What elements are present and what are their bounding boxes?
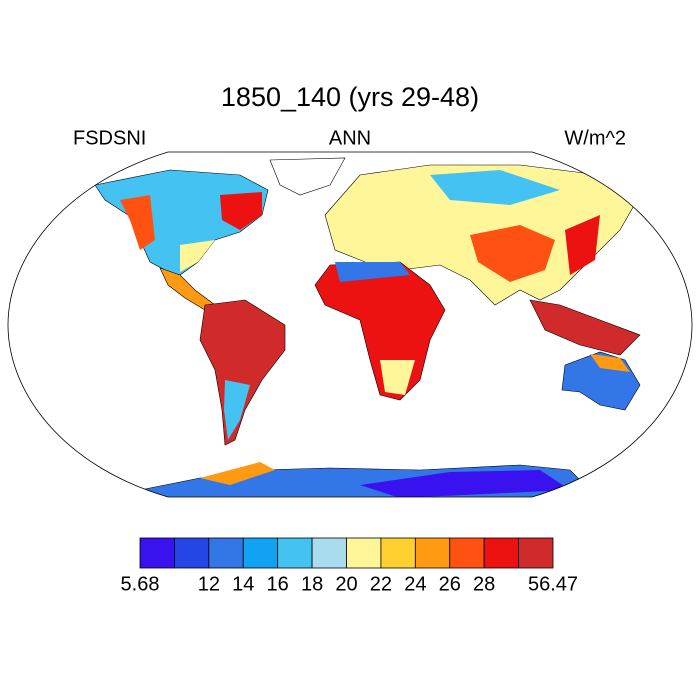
- colorbar-box: [242, 537, 279, 569]
- colorbar-box: [174, 537, 210, 569]
- australia-north: [590, 354, 630, 372]
- colorbar-label: 28: [473, 573, 495, 595]
- na-east: [220, 192, 262, 230]
- colorbar-box: [483, 537, 519, 569]
- colorbar-label: 26: [439, 573, 461, 595]
- map: [7, 151, 693, 498]
- se-asia: [529, 299, 641, 356]
- colorbar-box: [277, 537, 313, 569]
- colorbar-label: 24: [404, 573, 426, 595]
- colorbar-box: [518, 537, 554, 569]
- siberia: [430, 170, 560, 205]
- colorbar-label: 22: [370, 573, 392, 595]
- colorbar-label: 20: [335, 573, 357, 595]
- antarctica-peninsula: [200, 462, 275, 485]
- colorbar: 5.68 12 14 16 18 20 22 24 26 28 56.47: [121, 537, 578, 595]
- colorbar-box: [208, 537, 244, 569]
- title: 1850_140 (yrs 29-48): [221, 82, 479, 112]
- tibet: [470, 225, 555, 282]
- colorbar-label: 5.68: [121, 573, 160, 595]
- na-west: [120, 195, 155, 250]
- africa: [314, 261, 446, 401]
- sahara-north: [335, 262, 410, 282]
- colorbar-label: 56.47: [528, 573, 578, 595]
- na-south: [180, 240, 215, 272]
- greenland: [269, 157, 346, 196]
- east-asia: [565, 215, 600, 275]
- colorbar-label: 12: [198, 573, 220, 595]
- sa-south: [224, 380, 250, 440]
- colorbar-box: [449, 537, 485, 569]
- left-label: FSDSNI: [73, 127, 146, 149]
- south-america: [199, 299, 286, 446]
- colorbar-box: [414, 537, 451, 569]
- colorbar-box: [139, 537, 175, 569]
- map-outline: [7, 151, 693, 498]
- colorbar-label: 14: [232, 573, 254, 595]
- africa-south: [380, 360, 415, 395]
- colorbar-box: [311, 537, 347, 569]
- central-america: [159, 267, 216, 311]
- right-label: W/m^2: [564, 127, 626, 149]
- colorbar-box: [346, 537, 382, 569]
- colorbar-label: 18: [301, 573, 323, 595]
- antarctica-east: [360, 470, 570, 497]
- colorbar-box: [380, 537, 416, 569]
- colorbar-label: 16: [267, 573, 289, 595]
- center-label: ANN: [329, 127, 371, 149]
